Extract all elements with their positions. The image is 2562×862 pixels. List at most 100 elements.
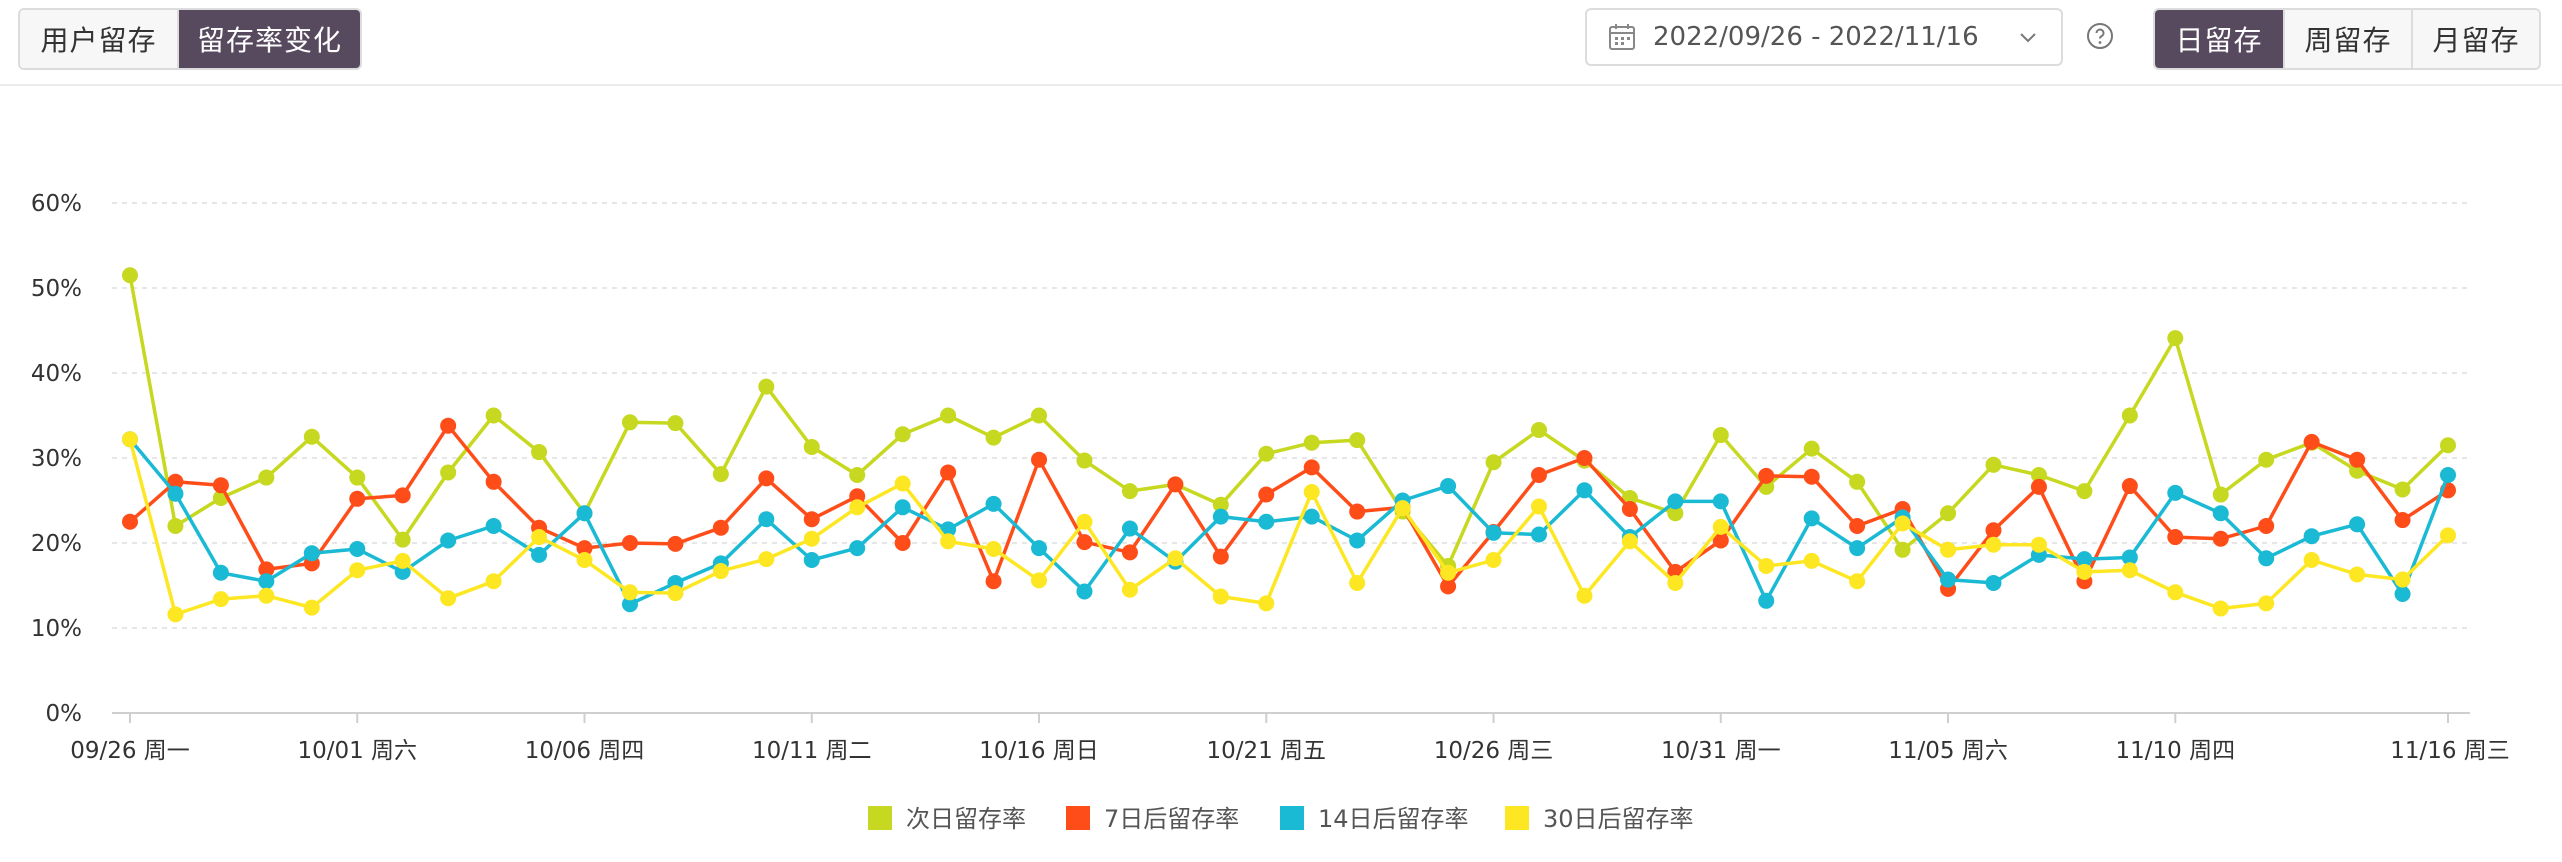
data-point bbox=[849, 467, 866, 483]
help-circle-icon[interactable] bbox=[2086, 22, 2114, 50]
y-tick-label: 40% bbox=[31, 361, 82, 387]
tab-monthly-retention[interactable]: 月留存 bbox=[2411, 10, 2539, 68]
data-point bbox=[394, 563, 411, 580]
data-point bbox=[621, 535, 638, 551]
data-point bbox=[2167, 484, 2184, 501]
data-point bbox=[712, 563, 729, 580]
x-tick-label: 10/06 周四 bbox=[525, 738, 645, 764]
data-point bbox=[1940, 541, 1957, 558]
data-point bbox=[1258, 513, 1275, 530]
x-tick-label: 11/05 周六 bbox=[1888, 738, 2008, 764]
data-point bbox=[122, 513, 138, 530]
y-tick-label: 20% bbox=[31, 531, 82, 557]
data-point bbox=[1849, 573, 1866, 590]
data-point bbox=[758, 511, 775, 528]
data-point bbox=[1712, 532, 1729, 549]
data-point bbox=[849, 540, 866, 557]
data-point bbox=[2258, 518, 2275, 534]
data-point bbox=[1667, 493, 1684, 510]
data-point bbox=[1167, 476, 1184, 493]
data-point bbox=[2349, 566, 2366, 583]
data-point bbox=[894, 475, 911, 492]
x-tick-label: 11/16 周三 bbox=[2390, 738, 2510, 764]
data-point bbox=[1712, 518, 1729, 535]
data-point bbox=[1031, 451, 1048, 468]
data-point bbox=[1621, 501, 1638, 517]
data-point bbox=[1121, 520, 1138, 537]
data-point bbox=[985, 573, 1002, 590]
data-point bbox=[1849, 473, 1866, 490]
data-point bbox=[2121, 562, 2138, 579]
data-point bbox=[894, 535, 911, 551]
data-point bbox=[1758, 592, 1775, 609]
data-point bbox=[485, 573, 502, 590]
data-point bbox=[758, 470, 775, 487]
data-point bbox=[2121, 407, 2138, 424]
data-point bbox=[349, 469, 366, 486]
data-point bbox=[394, 531, 411, 548]
data-point bbox=[894, 499, 911, 516]
data-point bbox=[985, 429, 1002, 446]
data-point bbox=[2258, 595, 2275, 612]
data-point bbox=[258, 469, 275, 486]
data-point bbox=[1803, 510, 1820, 527]
data-point bbox=[1985, 522, 2002, 539]
data-point bbox=[1349, 532, 1366, 549]
x-tick-label: 10/16 周日 bbox=[979, 738, 1099, 764]
data-point bbox=[621, 584, 638, 601]
data-point bbox=[576, 540, 593, 557]
date-range-picker[interactable]: 2022/09/26 - 2022/11/16 bbox=[1585, 8, 2063, 66]
data-point bbox=[2440, 527, 2456, 544]
data-point bbox=[440, 532, 457, 549]
data-point bbox=[2121, 549, 2138, 566]
tab-weekly-retention[interactable]: 周留存 bbox=[2283, 10, 2411, 68]
data-point bbox=[1303, 459, 1320, 476]
x-tick-label: 10/31 周一 bbox=[1661, 738, 1781, 764]
data-point bbox=[1530, 421, 1547, 438]
tab-retention-rate-change[interactable]: 留存率变化 bbox=[177, 10, 360, 68]
data-point bbox=[258, 587, 275, 604]
data-point bbox=[440, 417, 457, 434]
data-point bbox=[258, 573, 275, 590]
data-point bbox=[2212, 600, 2229, 617]
data-point bbox=[803, 511, 820, 528]
data-point bbox=[667, 585, 684, 602]
legend-swatch bbox=[868, 806, 892, 830]
data-point bbox=[1121, 581, 1138, 598]
data-point bbox=[849, 488, 866, 505]
chart-grid: 0% 10% 20% 30% 40% 50% 60% bbox=[31, 191, 2470, 727]
data-point bbox=[1667, 505, 1684, 522]
data-point bbox=[1803, 440, 1820, 457]
data-point bbox=[1803, 468, 1820, 485]
data-point bbox=[1985, 456, 2002, 473]
data-point bbox=[485, 407, 502, 424]
data-point bbox=[167, 485, 184, 502]
data-point bbox=[1394, 500, 1411, 517]
data-point bbox=[2440, 467, 2456, 483]
data-point bbox=[1031, 407, 1048, 424]
y-tick-label: 60% bbox=[31, 191, 82, 217]
data-point bbox=[2303, 552, 2320, 568]
data-point bbox=[531, 529, 548, 546]
data-point bbox=[1076, 583, 1093, 600]
data-point bbox=[349, 540, 366, 557]
x-tick-label: 09/26 周一 bbox=[70, 738, 190, 764]
x-tick-label: 10/11 周二 bbox=[752, 738, 872, 764]
data-point bbox=[2303, 528, 2320, 545]
data-point bbox=[1758, 467, 1775, 484]
legend-label: 7日后留存率 bbox=[1104, 805, 1239, 833]
data-point bbox=[758, 378, 775, 395]
tab-user-retention[interactable]: 用户留存 bbox=[20, 10, 177, 68]
data-point bbox=[1576, 450, 1593, 466]
data-point bbox=[2303, 433, 2320, 450]
data-point bbox=[2394, 512, 2411, 529]
data-point bbox=[1985, 536, 2002, 553]
data-point bbox=[1076, 534, 1093, 551]
tab-daily-retention[interactable]: 日留存 bbox=[2155, 10, 2283, 68]
legend-item: 7日后留存率 bbox=[1066, 805, 1239, 833]
series-line bbox=[128, 423, 2449, 591]
data-point bbox=[1031, 540, 1048, 557]
period-tabs: 日留存 周留存 月留存 bbox=[2153, 8, 2541, 70]
data-point bbox=[122, 431, 138, 448]
data-point bbox=[1349, 503, 1366, 520]
